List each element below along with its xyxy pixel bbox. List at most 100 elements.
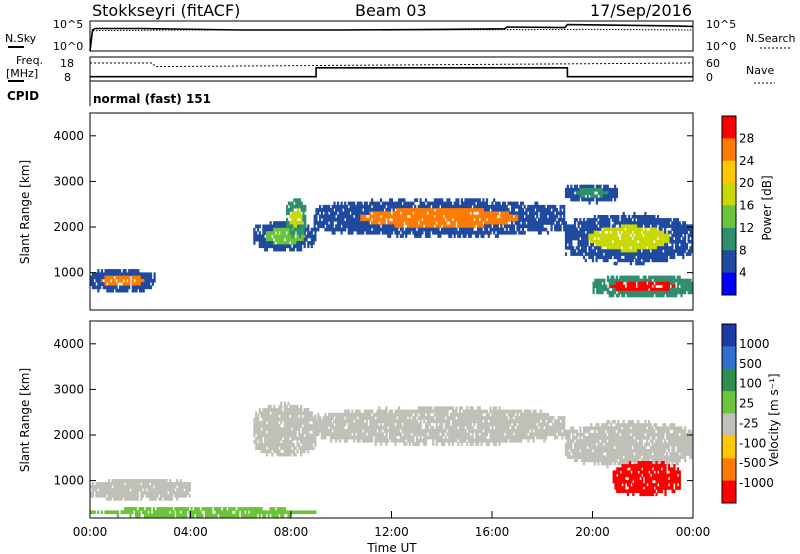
power-cell: [344, 211, 347, 216]
power-cell: [471, 217, 474, 222]
power-cell: [360, 221, 363, 225]
power-cell: [493, 208, 496, 212]
power-cell: [473, 198, 476, 202]
velocity-cell: [539, 412, 542, 417]
power-cell: [564, 227, 568, 231]
power-cell: [372, 208, 375, 212]
velocity-cell: [125, 488, 129, 492]
velocity-cell: [122, 482, 125, 486]
power-cell: [414, 217, 417, 222]
velocity-cell: [466, 419, 469, 424]
power-cell: [638, 230, 642, 235]
power-cell: [378, 217, 381, 222]
power-cell: [498, 221, 501, 225]
velocity-cell: [303, 440, 306, 444]
velocity-cell: [476, 406, 480, 410]
velocity-cell: [326, 416, 329, 420]
power-cell: [660, 240, 663, 244]
power-cell: [293, 217, 296, 222]
power-cell: [345, 208, 349, 212]
power-cell: [649, 252, 652, 256]
power-cell: [480, 230, 483, 235]
power-cell: [628, 221, 631, 225]
velocity-cell: [165, 488, 168, 492]
power-cell: [489, 204, 492, 209]
velocity-cell: [301, 443, 304, 447]
power-cell: [603, 197, 606, 202]
power-cell: [291, 241, 294, 245]
velocity-cell: [333, 425, 336, 430]
power-cell: [691, 281, 694, 286]
power-cell: [104, 278, 107, 283]
power-cell: [667, 230, 670, 235]
power-cell: [606, 215, 609, 219]
velocity-cell: [394, 442, 397, 446]
power-cell: [628, 215, 631, 219]
power-cell: [601, 240, 604, 244]
power-cell: [498, 208, 501, 212]
power-cell: [539, 224, 542, 229]
power-cell: [450, 230, 453, 235]
power-cell: [671, 255, 674, 260]
power-cell: [356, 230, 359, 235]
power-cell: [383, 204, 386, 209]
velocity-cell: [280, 433, 283, 438]
power-cell: [446, 230, 449, 235]
velocity-cell: [367, 435, 370, 440]
power-cell: [669, 281, 672, 286]
velocity-cell: [451, 425, 454, 430]
power-cell: [539, 217, 542, 222]
power-cell: [570, 233, 573, 238]
velocity-cell: [115, 491, 118, 495]
power-cell: [91, 285, 94, 290]
power-cell: [133, 272, 136, 277]
velocity-cell: [511, 432, 514, 437]
power-cell: [408, 201, 411, 206]
velocity-cell: [476, 432, 480, 437]
velocity-cell: [415, 435, 419, 440]
velocity-cell: [188, 485, 191, 489]
power-cell: [390, 224, 393, 229]
power-cell: [680, 233, 683, 238]
power-cell: [639, 287, 642, 292]
power-cell: [405, 230, 408, 235]
power-cell: [687, 281, 690, 286]
velocity-cell: [419, 406, 422, 410]
velocity-cell: [419, 438, 422, 443]
power-cell: [608, 290, 611, 295]
power-cell: [617, 215, 620, 219]
velocity-cell: [276, 420, 279, 425]
power-cell: [496, 211, 499, 216]
power-cell: [469, 234, 472, 238]
power-cell: [631, 243, 634, 247]
velocity-cell: [419, 432, 422, 437]
power-cell: [617, 281, 620, 286]
velocity-cell: [525, 419, 528, 424]
power-cell: [137, 285, 140, 290]
power-cell: [525, 211, 528, 216]
velocity-cell: [437, 412, 440, 417]
velocity-cell: [329, 422, 332, 427]
power-cell: [260, 241, 263, 245]
power-cell: [408, 217, 411, 222]
velocity-cell: [127, 485, 130, 489]
power-cell: [628, 281, 631, 286]
power-cell: [599, 221, 602, 225]
velocity-cell: [264, 427, 267, 431]
power-cell: [601, 278, 604, 283]
power-cell: [455, 208, 458, 212]
velocity-cell: [186, 491, 190, 495]
velocity-cell: [521, 435, 524, 440]
velocity-cell: [292, 449, 295, 454]
power-cell: [347, 227, 350, 232]
power-cell: [354, 217, 358, 222]
power-cell: [651, 275, 654, 279]
power-cell: [638, 252, 642, 256]
power-cell: [541, 227, 544, 232]
power-cell: [139, 282, 142, 286]
power-cell: [489, 230, 492, 235]
velocity-cell: [475, 435, 478, 440]
power-cell: [428, 217, 431, 222]
velocity-cell: [333, 412, 336, 417]
velocity-cell: [260, 449, 263, 454]
